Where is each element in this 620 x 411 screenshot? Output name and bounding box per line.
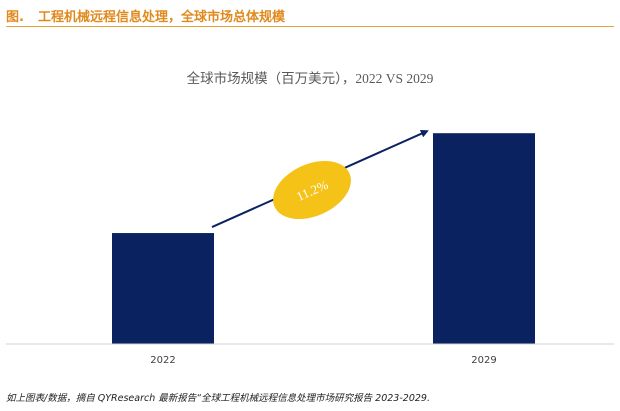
figure-header: 图. 工程机械远程信息处理，全球市场总体规模: [6, 4, 614, 27]
x-tick-label-2022: 2022: [150, 355, 175, 366]
figure-title: 工程机械远程信息处理，全球市场总体规模: [37, 9, 285, 25]
cagr-badge: [273, 160, 351, 220]
x-tick-label-2029: 2029: [471, 355, 496, 366]
chart-title: 全球市场规模（百万美元），2022 VS 2029: [186, 71, 434, 86]
bar-2029: [433, 133, 535, 344]
bar-2022: [112, 233, 214, 344]
source-note: 如上图表/数据，摘自 QYResearch 最新报告“全球工程机械远程信息处理市…: [6, 393, 430, 404]
figure-label: 图.: [6, 9, 24, 25]
